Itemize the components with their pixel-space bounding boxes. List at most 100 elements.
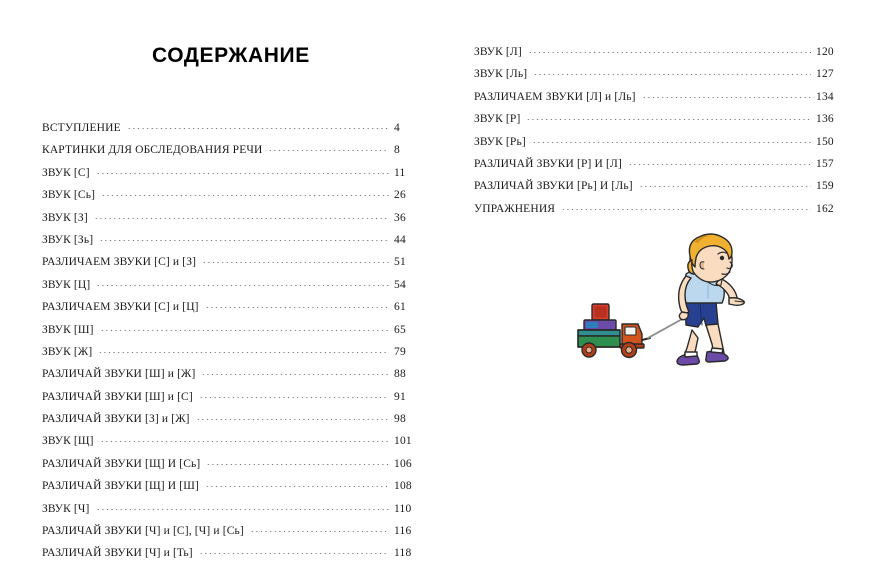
toc-entry[interactable]: РАЗЛИЧАЕМ ЗВУКИ [С] и [З] 51: [42, 254, 414, 276]
boy-front-leg: [705, 323, 729, 363]
toc-entry-page: 8: [394, 144, 400, 157]
toc-entry[interactable]: РАЗЛИЧАЙ ЗВУКИ [Ш] и [С] 91: [42, 389, 414, 411]
toc-entry-page: 159: [816, 180, 834, 193]
toc-entry[interactable]: ЗВУК [Ж] 79: [42, 344, 414, 366]
toc-entry[interactable]: ЗВУК [Л] 120: [474, 44, 840, 66]
dot-leader: [204, 478, 389, 489]
toc-entry-page: 26: [394, 189, 406, 202]
toc-entry[interactable]: ЗВУК [Ч] 110: [42, 501, 414, 523]
toc-entry[interactable]: РАЗЛИЧАЙ ЗВУКИ [Щ] И [Ш] 108: [42, 478, 414, 500]
toc-entry[interactable]: РАЗЛИЧАЙ ЗВУКИ [Р] И [Л] 157: [474, 156, 840, 178]
toc-entry[interactable]: РАЗЛИЧАЙ ЗВУКИ [Ч] и [С], [Ч] и [Сь] 116: [42, 523, 414, 545]
dot-leader: [198, 545, 389, 556]
toc-entry[interactable]: ЗВУК [С] 11: [42, 165, 414, 187]
dot-leader: [195, 411, 389, 422]
boy-shorts: [684, 301, 719, 328]
toc-entry[interactable]: ЗВУК [Р] 136: [474, 111, 840, 133]
toc-entry[interactable]: ЗВУК [Сь] 26: [42, 187, 414, 209]
dot-leader: [198, 389, 389, 400]
toc-entry-label: ЗВУК [Р]: [474, 113, 521, 126]
toc-entry[interactable]: РАЗЛИЧАЕМ ЗВУКИ [Л] и [Ль] 134: [474, 89, 840, 111]
toc-entry[interactable]: РАЗЛИЧАЕМ ЗВУКИ [С] и [Ц] 61: [42, 299, 414, 321]
toc-entry[interactable]: РАЗЛИЧАЙ ЗВУКИ [Щ] И [Сь] 106: [42, 456, 414, 478]
boy-head: [687, 233, 733, 287]
toc-entry[interactable]: РАЗЛИЧАЙ ЗВУКИ [Ш] и [Ж] 88: [42, 366, 414, 388]
toc-entry-label: РАЗЛИЧАЙ ЗВУКИ [Р] И [Л]: [474, 157, 622, 170]
toc-entry-page: 98: [394, 413, 406, 426]
toc-entry-label: УПРАЖНЕНИЯ: [474, 202, 556, 215]
toc-entry-label: РАЗЛИЧАЙ ЗВУКИ [Щ] И [Сь]: [42, 457, 201, 470]
dot-leader: [93, 210, 389, 221]
dot-leader: [201, 366, 389, 377]
dot-leader: [533, 66, 811, 77]
toc-entry-page: 79: [394, 345, 406, 358]
dot-leader: [204, 299, 389, 310]
toc-entry-page: 120: [816, 46, 834, 58]
toc-entry-page: 44: [394, 233, 406, 246]
dot-leader: [641, 89, 811, 100]
dot-leader: [99, 232, 389, 243]
toc-entry-page: 110: [394, 502, 412, 515]
toc-entry-label: РАЗЛИЧАЙ ЗВУКИ [Ш] и [С]: [42, 390, 193, 403]
toc-entry[interactable]: ЗВУК [Ц] 54: [42, 277, 414, 299]
toc-entry-page: 4: [394, 122, 400, 134]
toc-entry[interactable]: РАЗЛИЧАЙ ЗВУКИ [Рь] И [Ль] 159: [474, 178, 840, 200]
toc-entry-label: ЗВУК [С]: [42, 166, 90, 179]
toc-entry-label: РАЗЛИЧАЕМ ЗВУКИ [Л] и [Ль]: [474, 90, 636, 103]
toc-entry-label: ЗВУК [Сь]: [42, 189, 96, 202]
dot-leader: [561, 201, 811, 212]
toc-entry[interactable]: ВСТУПЛЕНИЕ 4: [42, 120, 414, 142]
toc-entry-label: РАЗЛИЧАЙ ЗВУКИ [Ч] и [С], [Ч] и [Сь]: [42, 525, 244, 538]
boy-back-arm: [677, 275, 692, 321]
toc-entry[interactable]: РАЗЛИЧАЙ ЗВУКИ [Ч] и [Ть] 118: [42, 545, 414, 567]
toc-entry-label: РАЗЛИЧАЙ ЗВУКИ [З] и [Ж]: [42, 413, 190, 426]
boy-back-leg: [676, 329, 700, 366]
dot-leader: [98, 344, 389, 355]
toc-entry-label: ЗВУК [Ц]: [42, 278, 91, 291]
dot-leader: [268, 142, 389, 153]
toc-entry[interactable]: ЗВУК [Щ] 101: [42, 433, 414, 455]
dot-leader: [96, 277, 389, 288]
dot-leader: [206, 456, 389, 467]
toc-entry-label: ЗВУК [Щ]: [42, 435, 94, 448]
dot-leader: [638, 178, 811, 189]
toc-entry-label: ЗВУК [Рь]: [474, 135, 526, 148]
dot-leader: [101, 187, 389, 198]
toc-entry[interactable]: КАРТИНКИ ДЛЯ ОБСЛЕДОВАНИЯ РЕЧИ 8: [42, 142, 414, 164]
toy-block-purple: [583, 319, 617, 331]
toc-entry-label: РАЗЛИЧАЕМ ЗВУКИ [С] и [Ц]: [42, 301, 199, 314]
toc-entry-label: РАЗЛИЧАЙ ЗВУКИ [Рь] И [Ль]: [474, 180, 633, 193]
toc-entry-label: ЗВУК [З]: [42, 211, 88, 224]
page-title: СОДЕРЖАНИЕ: [152, 44, 310, 67]
toc-entry-page: 91: [394, 390, 406, 403]
truck-wheels: [581, 341, 638, 359]
dot-leader: [95, 501, 389, 512]
toc-entry[interactable]: ЗВУК [Рь] 150: [474, 134, 840, 156]
toc-entry[interactable]: ЗВУК [Ль] 127: [474, 66, 840, 88]
toc-entry-label: ЗВУК [Л]: [474, 46, 522, 58]
boy-pulling-toy-truck-illustration: [572, 226, 754, 376]
dot-leader: [531, 134, 811, 145]
toc-entry[interactable]: ЗВУК [З] 36: [42, 210, 414, 232]
dot-leader: [202, 254, 389, 265]
toc-entry[interactable]: ЗВУК [Ш] 65: [42, 322, 414, 344]
toc-entry-page: 150: [816, 135, 834, 148]
dot-leader: [627, 156, 811, 167]
toc-entry-page: 36: [394, 211, 406, 224]
toc-entry-label: ЗВУК [Ш]: [42, 323, 94, 336]
toc-entry-page: 51: [394, 256, 406, 269]
dot-leader: [95, 165, 389, 176]
dot-leader: [99, 433, 389, 444]
toc-entry-page: 108: [394, 480, 412, 493]
toc-entry[interactable]: РАЗЛИЧАЙ ЗВУКИ [З] и [Ж] 98: [42, 411, 414, 433]
dot-leader: [126, 120, 389, 131]
toc-entry-label: ЗВУК [Ж]: [42, 345, 93, 358]
toc-entry[interactable]: ЗВУК [Зь] 44: [42, 232, 414, 254]
toc-entry-page: 61: [394, 301, 406, 314]
toc-entry[interactable]: УПРАЖНЕНИЯ 162: [474, 201, 840, 223]
toc-entry-page: 65: [394, 323, 406, 336]
toc-entry-page: 116: [394, 525, 412, 538]
toc-entry-label: РАЗЛИЧАЕМ ЗВУКИ [С] и [З]: [42, 256, 197, 269]
toc-entry-label: ВСТУПЛЕНИЕ: [42, 122, 121, 134]
